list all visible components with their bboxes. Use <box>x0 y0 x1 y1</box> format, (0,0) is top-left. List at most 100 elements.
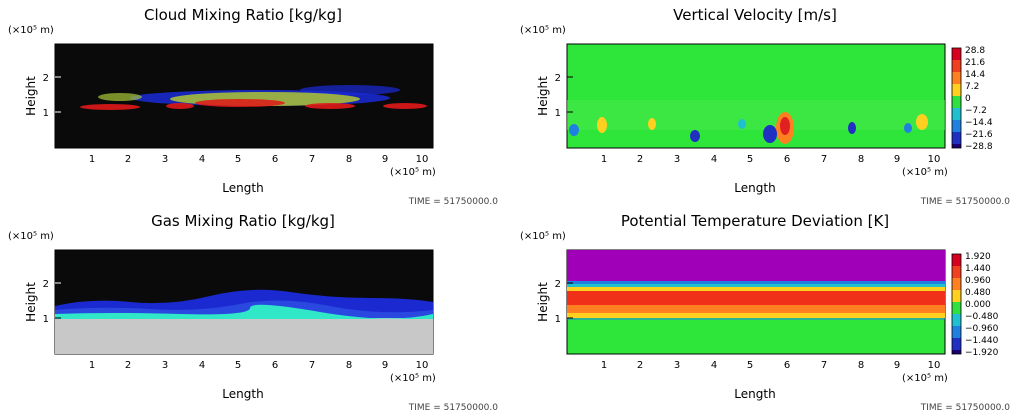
x-tick-label: 8 <box>858 360 864 371</box>
colorbar-swatch <box>952 254 961 266</box>
lower-region <box>55 316 433 354</box>
plot-area <box>566 43 946 149</box>
y-tick-label: 1 <box>555 314 561 325</box>
y-unit-label: (×10⁵ m) <box>520 231 566 242</box>
x-tick-label: 5 <box>235 154 241 165</box>
colorbar-swatch <box>952 302 961 314</box>
y-tick-label: 2 <box>555 279 561 290</box>
x-tick-label: 5 <box>235 360 241 371</box>
x-tick-label: 3 <box>162 154 168 165</box>
y-axis-label: Height <box>24 282 38 322</box>
lower-cloud-region <box>80 104 140 110</box>
y-unit-label: (×10⁵ m) <box>8 25 54 36</box>
x-tick-label: 9 <box>894 360 900 371</box>
colorbar-label: −1.920 <box>965 348 999 358</box>
y-axis: 2 1 Height <box>24 73 61 119</box>
interface-layer <box>55 304 433 319</box>
lower-cloud-region <box>305 103 355 109</box>
colorbar-swatch <box>952 350 961 354</box>
x-tick-label: 7 <box>309 154 315 165</box>
colorbar: 1.920 1.440 0.960 0.480 0.000 −0.480 −0.… <box>951 252 999 358</box>
y-tick-label: 2 <box>555 73 561 84</box>
y-tick-label: 1 <box>43 108 49 119</box>
upper-region <box>567 250 945 281</box>
y-axis: 2 1 Height <box>536 279 573 325</box>
y-axis-label: Height <box>536 76 550 116</box>
downdraft-region <box>738 119 746 129</box>
x-tick-label: 10 <box>928 360 941 371</box>
x-axis-label: Length <box>734 181 775 195</box>
x-tick-label: 2 <box>637 154 643 165</box>
downdraft-region <box>848 122 856 134</box>
x-unit-label: (×10⁵ m) <box>902 373 948 384</box>
chart-cloud-mixing-ratio: Cloud Mixing Ratio [kg/kg] (×10⁵ m) 2 1 … <box>8 6 499 207</box>
x-axis: 1 2 3 4 5 6 7 8 9 10 (×10⁵ m) Length <box>89 360 436 401</box>
x-tick-label: 2 <box>125 154 131 165</box>
colorbar-label: 28.8 <box>965 46 985 56</box>
chart-title: Gas Mixing Ratio [kg/kg] <box>151 212 335 230</box>
colorbar-swatch <box>952 326 961 338</box>
x-tick-label: 4 <box>711 154 717 165</box>
colorbar-swatch <box>952 290 961 302</box>
x-tick-label: 1 <box>601 360 607 371</box>
colorbar-swatch <box>952 338 961 350</box>
colorbar-frame <box>951 47 962 149</box>
x-tick-label: 4 <box>199 154 205 165</box>
x-tick-label: 9 <box>894 154 900 165</box>
x-tick-label: 5 <box>747 154 753 165</box>
time-label: TIME = 51750000.0 <box>920 197 1011 207</box>
colorbar-swatch <box>952 266 961 278</box>
colorbar-label: 14.4 <box>965 70 985 80</box>
colorbar-swatch <box>952 60 961 72</box>
time-label: TIME = 51750000.0 <box>408 197 499 207</box>
x-unit-label: (×10⁵ m) <box>902 167 948 178</box>
updraft-region <box>916 114 928 130</box>
transition-band <box>567 318 945 320</box>
updraft-region <box>597 117 607 133</box>
x-tick-label: 7 <box>821 154 827 165</box>
y-axis: 2 1 Height <box>536 73 573 119</box>
x-tick-label: 8 <box>858 154 864 165</box>
x-tick-label: 10 <box>928 154 941 165</box>
x-tick-label: 4 <box>199 360 205 371</box>
x-tick-label: 6 <box>272 154 278 165</box>
x-axis-label: Length <box>734 387 775 401</box>
x-tick-label: 1 <box>89 360 95 371</box>
x-tick-label: 10 <box>416 154 429 165</box>
chart-potential-temperature: Potential Temperature Deviation [K] (×10… <box>520 212 1010 412</box>
colorbar-label: 21.6 <box>965 58 985 68</box>
x-axis: 1 2 3 4 5 6 7 8 9 10 (×10⁵ m) Length <box>601 360 948 401</box>
warm-layer-lower <box>567 305 945 313</box>
upper-layer-region <box>300 85 400 95</box>
x-tick-label: 7 <box>821 360 827 371</box>
lower-cloud-region <box>383 103 427 109</box>
colorbar-label: 0.960 <box>965 276 991 286</box>
chart-title: Cloud Mixing Ratio [kg/kg] <box>144 6 342 24</box>
colorbar-label: 7.2 <box>965 82 979 92</box>
x-tick-label: 10 <box>416 360 429 371</box>
time-label: TIME = 51750000.0 <box>408 403 499 412</box>
x-tick-label: 5 <box>747 360 753 371</box>
colorbar-swatch <box>952 84 961 96</box>
panel-vertical-velocity: Vertical Velocity [m/s] (×10⁵ m) 2 1 Hei… <box>512 0 1024 207</box>
colorbar-swatch <box>952 120 961 132</box>
mixed-layer-region <box>98 93 142 101</box>
x-tick-label: 6 <box>272 360 278 371</box>
colorbar-swatch <box>952 96 961 108</box>
colorbar-swatch <box>952 72 961 84</box>
x-tick-label: 3 <box>674 154 680 165</box>
y-tick-label: 2 <box>43 279 49 290</box>
lower-cloud-region <box>195 99 285 107</box>
x-unit-label: (×10⁵ m) <box>390 167 436 178</box>
x-tick-label: 1 <box>601 154 607 165</box>
colorbar-swatch <box>952 108 961 120</box>
plot-area <box>566 249 946 355</box>
plot-area <box>54 43 434 149</box>
y-axis: 2 1 Height <box>24 279 61 325</box>
x-axis-label: Length <box>222 181 263 195</box>
y-unit-label: (×10⁵ m) <box>8 231 54 242</box>
x-axis: 1 2 3 4 5 6 7 8 9 10 (×10⁵ m) Length <box>89 154 436 195</box>
colorbar-label: 1.920 <box>965 252 991 262</box>
transition-band <box>567 284 945 287</box>
colorbar-swatch <box>952 314 961 326</box>
